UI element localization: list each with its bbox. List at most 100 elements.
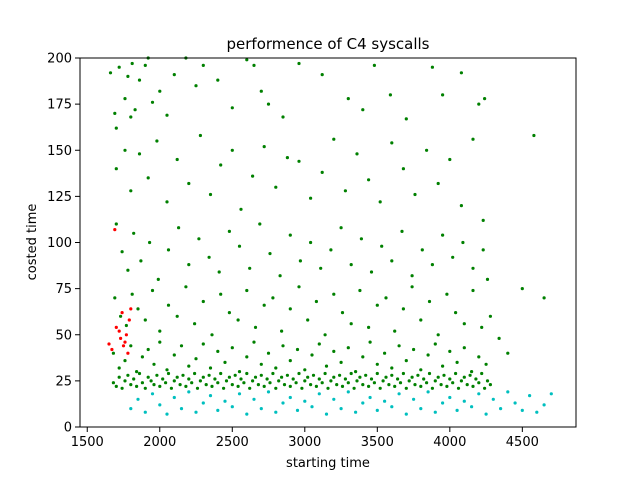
data-point xyxy=(390,259,394,263)
data-point xyxy=(219,292,223,296)
data-point xyxy=(426,353,430,357)
data-point xyxy=(349,263,353,267)
data-point xyxy=(400,229,404,233)
data-point xyxy=(361,355,365,359)
data-point xyxy=(111,351,115,355)
data-point xyxy=(126,268,130,272)
data-point xyxy=(471,384,475,388)
data-point xyxy=(483,386,487,390)
data-point xyxy=(380,244,384,248)
data-point xyxy=(372,63,376,67)
data-point xyxy=(135,384,139,388)
data-point xyxy=(123,340,127,344)
data-point xyxy=(208,366,213,370)
data-point xyxy=(462,322,466,326)
data-point xyxy=(136,307,140,311)
data-point xyxy=(384,296,388,300)
data-point xyxy=(172,379,176,383)
data-point xyxy=(404,359,408,363)
data-point xyxy=(404,386,408,390)
data-point xyxy=(152,362,156,366)
data-point xyxy=(251,379,255,383)
data-point xyxy=(427,371,432,376)
data-point xyxy=(339,226,343,230)
data-point xyxy=(172,395,176,400)
data-point xyxy=(210,333,214,337)
data-point xyxy=(107,342,111,346)
data-point xyxy=(343,189,347,193)
data-point xyxy=(259,407,263,411)
data-point xyxy=(381,379,385,383)
x-axis: 1500 2000 2500 3000 3500 4000 4500 xyxy=(71,427,539,450)
data-point xyxy=(488,383,492,387)
data-point xyxy=(324,412,329,416)
data-point xyxy=(484,362,488,366)
data-point xyxy=(425,148,429,152)
data-point xyxy=(471,266,475,270)
data-point xyxy=(419,368,423,372)
data-point xyxy=(372,381,376,385)
data-point xyxy=(390,366,394,370)
data-point xyxy=(127,318,131,322)
data-point xyxy=(110,347,114,352)
data-point xyxy=(332,375,336,379)
data-point xyxy=(129,115,133,119)
data-point xyxy=(326,386,330,390)
data-point xyxy=(332,137,336,141)
data-point xyxy=(367,384,371,388)
data-point xyxy=(346,346,350,350)
y-axis: 0 25 50 75 100 125 150 175 200 xyxy=(47,52,80,436)
data-point xyxy=(210,384,214,388)
data-point xyxy=(280,375,284,379)
data-point xyxy=(140,355,144,359)
data-point xyxy=(194,84,198,88)
data-point xyxy=(146,347,150,352)
data-point xyxy=(387,383,391,387)
data-point xyxy=(137,78,142,82)
x-tick-label: 1500 xyxy=(71,435,104,450)
data-point xyxy=(278,274,282,278)
data-point xyxy=(393,329,397,333)
data-point xyxy=(219,163,223,167)
data-point xyxy=(216,381,220,385)
data-point xyxy=(477,392,481,396)
data-point xyxy=(120,311,124,315)
y-tick-label: 25 xyxy=(55,374,72,389)
data-point xyxy=(223,360,227,364)
data-point xyxy=(197,237,201,241)
data-point xyxy=(320,381,324,385)
data-point xyxy=(230,346,234,350)
data-point xyxy=(161,377,165,381)
data-point xyxy=(140,381,144,385)
data-point xyxy=(187,390,191,394)
data-point xyxy=(113,296,117,300)
data-point xyxy=(108,71,113,75)
data-point xyxy=(172,353,176,357)
data-point xyxy=(274,366,278,370)
data-point xyxy=(477,355,481,359)
data-point xyxy=(219,371,223,376)
data-point xyxy=(451,381,455,385)
data-point xyxy=(252,63,256,67)
data-point xyxy=(208,192,213,197)
data-point xyxy=(288,359,292,363)
data-point xyxy=(195,386,200,390)
data-point xyxy=(297,285,301,289)
data-point xyxy=(143,63,147,67)
data-point xyxy=(451,255,455,259)
data-point xyxy=(442,373,446,377)
data-point xyxy=(390,373,394,377)
data-point xyxy=(436,333,440,337)
data-point xyxy=(430,386,434,390)
data-point xyxy=(224,379,229,383)
data-point xyxy=(198,379,202,383)
data-point xyxy=(448,395,452,400)
data-point xyxy=(120,250,124,254)
data-point xyxy=(441,364,445,368)
data-point xyxy=(470,370,474,374)
data-point xyxy=(448,349,452,353)
data-point xyxy=(303,399,307,403)
data-point xyxy=(158,329,162,333)
points-layer xyxy=(107,56,553,416)
data-point xyxy=(253,375,258,379)
